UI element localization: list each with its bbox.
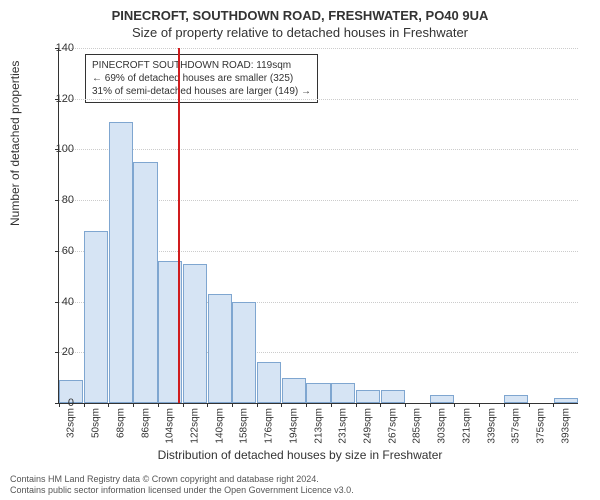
grid-line <box>59 99 578 100</box>
xtick-label: 158sqm <box>239 408 250 444</box>
reference-line <box>178 48 180 403</box>
xtick-mark <box>331 403 332 407</box>
xtick-label: 375sqm <box>535 408 546 444</box>
xtick-mark <box>108 403 109 407</box>
histogram-bar <box>356 390 380 403</box>
annotation-box: PINECROFT SOUTHDOWN ROAD: 119sqm← 69% of… <box>85 54 318 103</box>
histogram-bar <box>381 390 405 403</box>
xtick-mark <box>454 403 455 407</box>
histogram-bar <box>257 362 281 403</box>
xtick-mark <box>232 403 233 407</box>
footer-line1: Contains HM Land Registry data © Crown c… <box>10 474 590 485</box>
xtick-mark <box>405 403 406 407</box>
ytick-label: 140 <box>44 42 74 54</box>
xtick-mark <box>207 403 208 407</box>
xtick-label: 32sqm <box>66 408 77 438</box>
xtick-label: 104sqm <box>165 408 176 444</box>
ytick-label: 100 <box>44 143 74 155</box>
plot-area: PINECROFT SOUTHDOWN ROAD: 119sqm← 69% of… <box>58 48 578 404</box>
xtick-label: 267sqm <box>387 408 398 444</box>
ytick-label: 60 <box>44 245 74 257</box>
y-axis-label: Number of detached properties <box>8 61 22 226</box>
xtick-mark <box>380 403 381 407</box>
ytick-label: 0 <box>44 397 74 409</box>
xtick-mark <box>430 403 431 407</box>
ytick-label: 20 <box>44 346 74 358</box>
xtick-mark <box>504 403 505 407</box>
chart-title-line1: PINECROFT, SOUTHDOWN ROAD, FRESHWATER, P… <box>0 0 600 23</box>
grid-line <box>59 149 578 150</box>
xtick-label: 213sqm <box>313 408 324 444</box>
xtick-label: 122sqm <box>189 408 200 444</box>
ytick-label: 120 <box>44 93 74 105</box>
histogram-bar <box>504 395 528 403</box>
histogram-bar <box>183 264 207 403</box>
x-axis-label: Distribution of detached houses by size … <box>0 448 600 462</box>
xtick-label: 249sqm <box>362 408 373 444</box>
ytick-label: 80 <box>44 194 74 206</box>
xtick-mark <box>158 403 159 407</box>
xtick-mark <box>183 403 184 407</box>
xtick-mark <box>479 403 480 407</box>
chart-title-line2: Size of property relative to detached ho… <box>0 23 600 40</box>
xtick-label: 140sqm <box>214 408 225 444</box>
annotation-line: 31% of semi-detached houses are larger (… <box>92 85 311 98</box>
xtick-label: 357sqm <box>511 408 522 444</box>
xtick-label: 50sqm <box>91 408 102 438</box>
xtick-mark <box>306 403 307 407</box>
xtick-mark <box>257 403 258 407</box>
xtick-label: 285sqm <box>412 408 423 444</box>
xtick-label: 176sqm <box>264 408 275 444</box>
footer-line2: Contains public sector information licen… <box>10 485 590 496</box>
xtick-label: 321sqm <box>461 408 472 444</box>
annotation-line: PINECROFT SOUTHDOWN ROAD: 119sqm <box>92 59 311 72</box>
xtick-mark <box>281 403 282 407</box>
histogram-bar <box>232 302 256 403</box>
xtick-mark <box>84 403 85 407</box>
xtick-mark <box>133 403 134 407</box>
histogram-bar <box>554 398 578 403</box>
histogram-bar <box>208 294 232 403</box>
ytick-label: 40 <box>44 296 74 308</box>
histogram-chart: PINECROFT, SOUTHDOWN ROAD, FRESHWATER, P… <box>0 0 600 500</box>
xtick-mark <box>553 403 554 407</box>
xtick-mark <box>529 403 530 407</box>
annotation-line: ← 69% of detached houses are smaller (32… <box>92 72 311 85</box>
histogram-bar <box>84 231 108 403</box>
histogram-bar <box>306 383 330 403</box>
xtick-label: 194sqm <box>288 408 299 444</box>
xtick-label: 68sqm <box>115 408 126 438</box>
histogram-bar <box>430 395 454 403</box>
grid-line <box>59 48 578 49</box>
chart-footer: Contains HM Land Registry data © Crown c… <box>10 474 590 496</box>
xtick-label: 303sqm <box>437 408 448 444</box>
histogram-bar <box>133 162 157 403</box>
xtick-label: 86sqm <box>140 408 151 438</box>
histogram-bar <box>109 122 133 403</box>
histogram-bar <box>282 378 306 403</box>
histogram-bar <box>331 383 355 403</box>
xtick-label: 393sqm <box>560 408 571 444</box>
xtick-label: 231sqm <box>338 408 349 444</box>
xtick-label: 339sqm <box>486 408 497 444</box>
xtick-mark <box>356 403 357 407</box>
